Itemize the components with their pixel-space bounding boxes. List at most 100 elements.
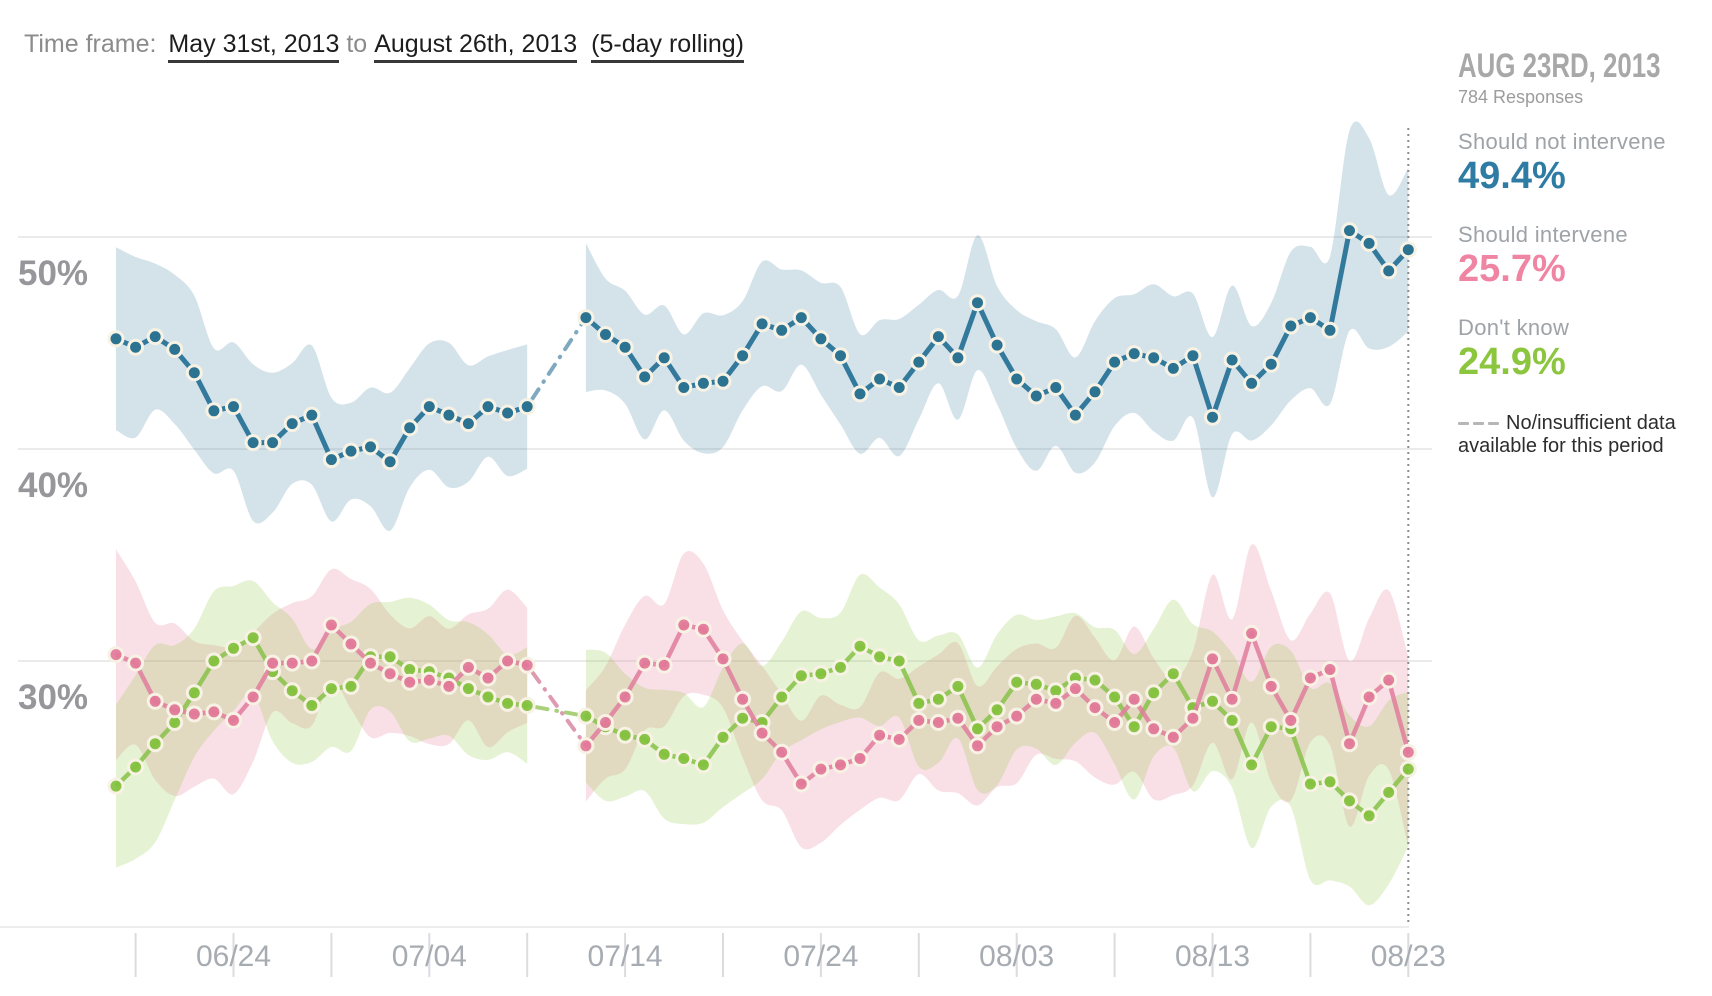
should-not-intervene-point[interactable] <box>518 398 536 416</box>
should-not-intervene-point[interactable] <box>812 330 830 348</box>
should-intervene-point[interactable] <box>929 714 947 731</box>
should-not-intervene-point[interactable] <box>1301 309 1319 327</box>
should-intervene-point[interactable] <box>1321 661 1339 678</box>
should-not-intervene-point[interactable] <box>1282 317 1300 335</box>
should-intervene-point[interactable] <box>1125 690 1143 708</box>
dont-know-point[interactable] <box>832 658 849 676</box>
should-intervene-point[interactable] <box>146 692 164 710</box>
should-intervene-point[interactable] <box>1223 690 1241 708</box>
should-not-intervene-point[interactable] <box>1027 387 1045 405</box>
dont-know-point[interactable] <box>890 652 908 670</box>
should-intervene-point[interactable] <box>1399 743 1417 761</box>
should-intervene-point[interactable] <box>851 750 869 767</box>
should-intervene-point[interactable] <box>479 669 497 687</box>
dont-know-point[interactable] <box>655 745 673 763</box>
should-intervene-point[interactable] <box>675 616 693 634</box>
dont-know-point[interactable] <box>577 707 595 725</box>
should-not-intervene-point[interactable] <box>244 434 262 452</box>
should-not-intervene-point[interactable] <box>949 349 967 367</box>
should-intervene-point[interactable] <box>342 635 360 653</box>
should-intervene-point[interactable] <box>734 690 752 708</box>
should-intervene-point[interactable] <box>1341 735 1358 753</box>
dont-know-point[interactable] <box>518 697 536 714</box>
should-not-intervene-point[interactable] <box>362 438 379 456</box>
dont-know-point[interactable] <box>1243 756 1261 774</box>
should-intervene-point[interactable] <box>401 673 419 691</box>
should-not-intervene-point[interactable] <box>1321 321 1339 339</box>
dont-know-point[interactable] <box>929 690 947 708</box>
dont-know-point[interactable] <box>107 777 125 795</box>
should-not-intervene-point[interactable] <box>1106 353 1124 371</box>
should-not-intervene-point[interactable] <box>459 415 477 433</box>
dont-know-point[interactable] <box>1008 673 1026 691</box>
dont-know-point[interactable] <box>616 726 634 744</box>
dont-know-point[interactable] <box>988 701 1006 719</box>
should-not-intervene-point[interactable] <box>988 336 1006 354</box>
should-not-intervene-point[interactable] <box>322 451 340 469</box>
should-not-intervene-point[interactable] <box>420 398 438 416</box>
should-not-intervene-point[interactable] <box>1047 379 1065 396</box>
dont-know-point[interactable] <box>1164 665 1182 683</box>
should-intervene-point[interactable] <box>714 650 732 668</box>
should-not-intervene-point[interactable] <box>1360 234 1378 252</box>
should-intervene-point[interactable] <box>303 652 321 670</box>
should-intervene-point[interactable] <box>655 656 673 674</box>
should-intervene-point[interactable] <box>753 724 771 742</box>
should-intervene-point[interactable] <box>636 654 654 672</box>
should-intervene-point[interactable] <box>577 737 595 755</box>
should-not-intervene-point[interactable] <box>1145 349 1163 367</box>
dont-know-point[interactable] <box>675 750 693 767</box>
rolling-window-link[interactable]: (5-day rolling) <box>591 30 745 63</box>
dont-know-point[interactable] <box>205 652 223 670</box>
dont-know-point[interactable] <box>1341 792 1358 810</box>
should-intervene-point[interactable] <box>597 714 614 731</box>
should-intervene-point[interactable] <box>185 705 203 723</box>
should-intervene-point[interactable] <box>1145 720 1163 738</box>
should-intervene-point[interactable] <box>1262 677 1280 695</box>
dont-know-point[interactable] <box>146 735 164 753</box>
should-intervene-point[interactable] <box>499 652 517 670</box>
dont-know-point[interactable] <box>225 639 242 657</box>
dont-know-point[interactable] <box>244 629 262 647</box>
should-intervene-point[interactable] <box>1380 671 1398 689</box>
should-not-intervene-point[interactable] <box>1223 351 1241 369</box>
should-intervene-point[interactable] <box>1243 624 1261 642</box>
should-not-intervene-point[interactable] <box>636 368 654 386</box>
should-not-intervene-point[interactable] <box>225 398 242 416</box>
should-intervene-point[interactable] <box>1184 709 1202 727</box>
should-not-intervene-point[interactable] <box>1341 222 1358 240</box>
dont-know-point[interactable] <box>1380 783 1398 801</box>
should-intervene-point[interactable] <box>773 743 791 761</box>
dont-know-point[interactable] <box>1145 684 1163 702</box>
dont-know-point[interactable] <box>185 684 203 702</box>
dont-know-point[interactable] <box>949 677 967 695</box>
dont-know-point[interactable] <box>773 688 791 706</box>
dont-know-point[interactable] <box>636 730 654 748</box>
should-intervene-point[interactable] <box>871 726 889 744</box>
should-intervene-point[interactable] <box>244 688 262 706</box>
should-not-intervene-point[interactable] <box>714 372 732 390</box>
dont-know-point[interactable] <box>1321 773 1339 791</box>
should-not-intervene-point[interactable] <box>440 406 458 424</box>
should-not-intervene-point[interactable] <box>1184 347 1202 365</box>
should-not-intervene-point[interactable] <box>832 347 849 365</box>
should-intervene-point[interactable] <box>420 671 438 689</box>
should-intervene-point[interactable] <box>988 718 1006 736</box>
should-intervene-point[interactable] <box>205 703 223 721</box>
should-not-intervene-point[interactable] <box>146 328 164 346</box>
should-intervene-point[interactable] <box>381 665 399 683</box>
should-intervene-point[interactable] <box>459 658 477 676</box>
dont-know-point[interactable] <box>812 665 830 683</box>
should-intervene-point[interactable] <box>322 616 340 634</box>
should-intervene-point[interactable] <box>518 656 536 674</box>
should-not-intervene-point[interactable] <box>127 338 145 356</box>
dont-know-point[interactable] <box>1027 675 1045 693</box>
dont-know-point[interactable] <box>1223 711 1241 729</box>
should-intervene-point[interactable] <box>616 688 634 706</box>
should-not-intervene-point[interactable] <box>851 385 869 403</box>
dont-know-point[interactable] <box>127 758 145 776</box>
should-not-intervene-point[interactable] <box>1262 355 1280 373</box>
should-intervene-point[interactable] <box>812 760 830 778</box>
should-intervene-point[interactable] <box>107 646 125 664</box>
